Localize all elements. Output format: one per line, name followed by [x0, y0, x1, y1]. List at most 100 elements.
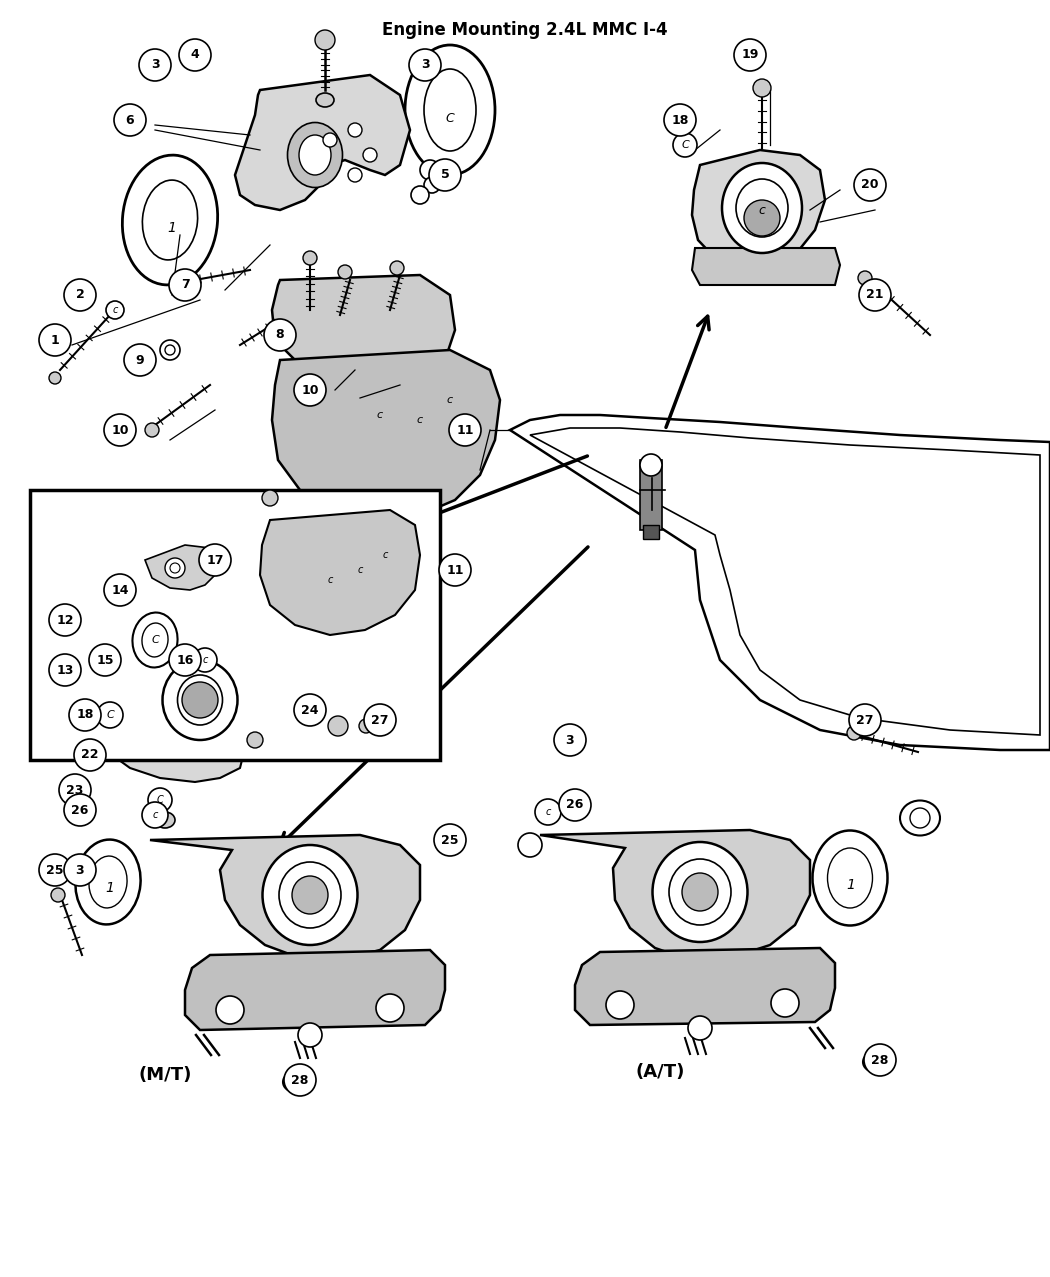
Circle shape: [49, 372, 61, 384]
Text: 10: 10: [301, 383, 319, 396]
Text: c: c: [382, 550, 387, 561]
Polygon shape: [145, 545, 220, 590]
Circle shape: [216, 996, 244, 1024]
Circle shape: [165, 558, 185, 578]
Circle shape: [66, 668, 78, 679]
Circle shape: [169, 644, 201, 676]
Circle shape: [744, 200, 780, 236]
Circle shape: [200, 544, 231, 576]
Ellipse shape: [299, 135, 331, 175]
Circle shape: [284, 1064, 316, 1096]
Circle shape: [49, 604, 81, 636]
Circle shape: [114, 103, 146, 135]
Text: c: c: [545, 807, 550, 817]
Bar: [30, 490, 440, 760]
Text: 28: 28: [291, 1074, 309, 1087]
Text: c: c: [328, 575, 333, 585]
Text: 15: 15: [97, 654, 113, 667]
Text: 6: 6: [126, 114, 134, 126]
Polygon shape: [575, 948, 835, 1025]
Circle shape: [854, 169, 886, 200]
Ellipse shape: [284, 1071, 307, 1092]
Circle shape: [74, 739, 106, 771]
Text: 25: 25: [46, 863, 64, 876]
Circle shape: [673, 133, 697, 157]
Text: C: C: [151, 635, 159, 645]
Text: 27: 27: [372, 714, 388, 727]
Circle shape: [359, 719, 373, 733]
Ellipse shape: [813, 830, 887, 926]
Circle shape: [363, 148, 377, 162]
Circle shape: [338, 266, 352, 278]
Text: 26: 26: [71, 803, 88, 816]
Text: 5: 5: [441, 169, 449, 181]
Circle shape: [849, 704, 881, 736]
Circle shape: [64, 854, 96, 886]
Circle shape: [847, 727, 861, 739]
Ellipse shape: [279, 862, 341, 928]
Circle shape: [771, 988, 799, 1016]
Text: 25: 25: [441, 834, 459, 847]
Text: c: c: [417, 415, 423, 425]
Circle shape: [688, 1016, 712, 1039]
Circle shape: [323, 133, 337, 147]
Circle shape: [145, 423, 159, 437]
Circle shape: [104, 414, 136, 446]
Circle shape: [439, 554, 471, 586]
Polygon shape: [260, 510, 420, 635]
Text: c: c: [152, 810, 158, 820]
Circle shape: [364, 704, 396, 736]
Circle shape: [142, 802, 168, 827]
Text: c: c: [758, 203, 765, 217]
Circle shape: [348, 123, 362, 137]
Ellipse shape: [900, 801, 940, 835]
Circle shape: [298, 1023, 322, 1047]
Circle shape: [148, 788, 172, 812]
Circle shape: [262, 490, 278, 506]
Text: 12: 12: [57, 613, 74, 627]
Text: 1: 1: [168, 221, 176, 235]
Circle shape: [420, 160, 440, 180]
Polygon shape: [692, 248, 840, 285]
Text: 22: 22: [81, 748, 99, 761]
Ellipse shape: [405, 45, 495, 175]
Text: 8: 8: [276, 328, 285, 341]
Text: 2: 2: [76, 289, 84, 301]
Circle shape: [39, 324, 71, 356]
Ellipse shape: [132, 613, 177, 668]
Circle shape: [424, 178, 440, 193]
Ellipse shape: [262, 845, 357, 945]
Text: 3: 3: [566, 733, 574, 747]
Circle shape: [169, 269, 201, 301]
Circle shape: [59, 774, 91, 806]
Text: 10: 10: [111, 424, 129, 437]
Text: C: C: [681, 140, 689, 149]
Text: c: c: [357, 564, 362, 575]
Text: 4: 4: [191, 49, 200, 61]
Ellipse shape: [722, 163, 802, 253]
Ellipse shape: [669, 859, 731, 925]
Circle shape: [69, 699, 101, 730]
Text: 11: 11: [446, 563, 464, 576]
Circle shape: [559, 789, 591, 821]
Text: 16: 16: [176, 654, 193, 667]
Ellipse shape: [123, 155, 217, 285]
Circle shape: [328, 716, 348, 736]
Circle shape: [193, 647, 217, 672]
Ellipse shape: [863, 1052, 887, 1071]
Text: 1: 1: [846, 879, 856, 893]
Polygon shape: [540, 830, 810, 960]
Circle shape: [536, 799, 561, 825]
Ellipse shape: [292, 876, 328, 914]
Circle shape: [910, 808, 930, 827]
Circle shape: [753, 79, 771, 97]
Circle shape: [124, 344, 156, 375]
Ellipse shape: [143, 180, 197, 261]
Circle shape: [106, 301, 124, 319]
Circle shape: [51, 888, 65, 902]
Circle shape: [160, 340, 180, 360]
Circle shape: [294, 693, 325, 727]
Ellipse shape: [89, 856, 127, 908]
Text: c: c: [447, 395, 453, 405]
Circle shape: [186, 276, 198, 289]
